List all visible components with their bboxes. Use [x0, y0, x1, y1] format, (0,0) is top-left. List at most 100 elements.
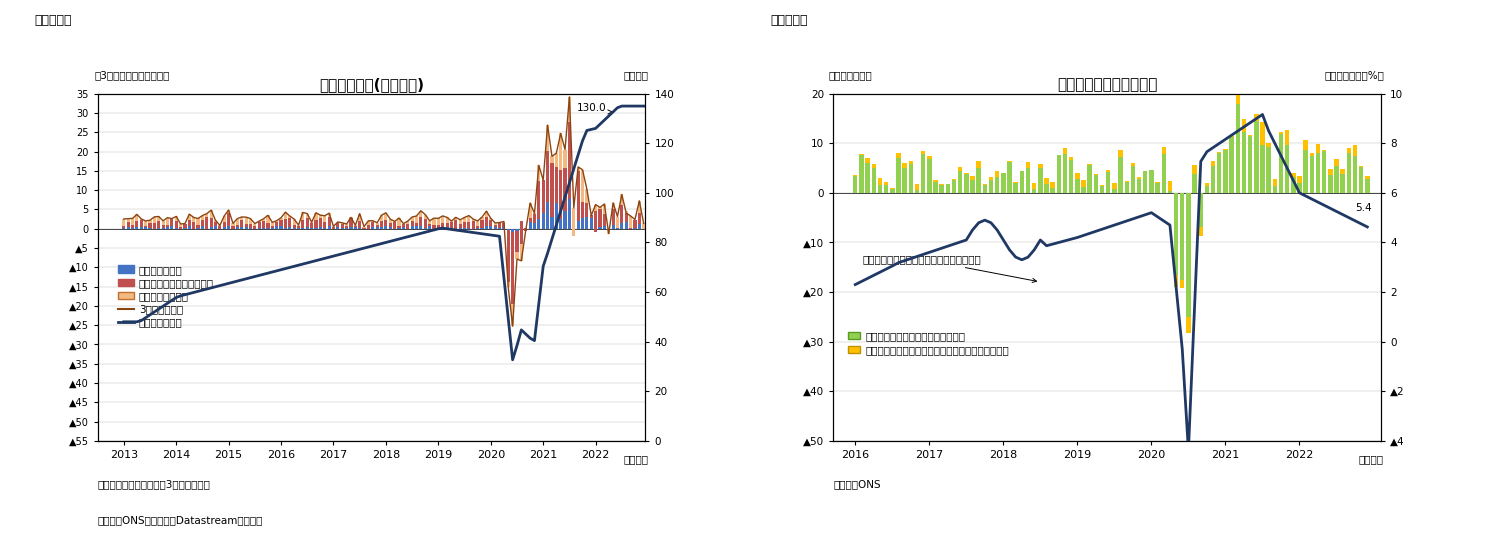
Bar: [279, 220, 282, 226]
Bar: [611, 225, 615, 229]
Bar: [603, 226, 606, 229]
Bar: [126, 227, 129, 229]
Bar: [1118, 150, 1123, 156]
Bar: [345, 224, 348, 225]
Bar: [519, 222, 522, 244]
Bar: [428, 221, 431, 224]
Bar: [188, 214, 191, 220]
Bar: [1162, 147, 1166, 154]
Bar: [170, 219, 174, 226]
Bar: [1174, 193, 1178, 275]
Bar: [149, 220, 152, 223]
Bar: [201, 215, 204, 220]
Bar: [254, 226, 257, 229]
Bar: [1180, 193, 1184, 280]
Bar: [188, 220, 191, 226]
Bar: [153, 223, 156, 229]
Bar: [977, 168, 980, 193]
Bar: [859, 155, 863, 193]
Bar: [480, 220, 483, 228]
Bar: [432, 218, 435, 225]
Bar: [419, 217, 422, 226]
Bar: [503, 222, 506, 223]
Bar: [1247, 137, 1252, 193]
Bar: [462, 218, 467, 222]
Bar: [131, 225, 134, 228]
Bar: [323, 228, 326, 229]
Bar: [144, 228, 147, 229]
Bar: [576, 171, 579, 221]
Bar: [890, 188, 895, 193]
Bar: [866, 163, 869, 193]
Bar: [341, 224, 344, 228]
Bar: [210, 210, 213, 218]
Bar: [884, 185, 889, 193]
Bar: [1253, 121, 1258, 193]
Bar: [336, 223, 339, 226]
Bar: [902, 163, 907, 168]
t: [404, 214, 422, 220]
Bar: [1007, 161, 1012, 162]
Bar: [306, 227, 309, 229]
Bar: [380, 221, 383, 227]
Bar: [419, 211, 422, 217]
Bar: [306, 214, 309, 218]
Bar: [1081, 180, 1085, 187]
Bar: [1106, 172, 1111, 193]
t: [504, 323, 522, 329]
Bar: [1217, 152, 1222, 193]
Bar: [210, 218, 213, 227]
Bar: [258, 222, 261, 228]
Bar: [489, 226, 492, 229]
Bar: [206, 217, 209, 229]
Bar: [249, 224, 252, 228]
Text: （件数、万件）: （件数、万件）: [829, 70, 872, 80]
Bar: [389, 219, 392, 223]
Bar: [934, 182, 938, 193]
Bar: [983, 185, 988, 193]
Bar: [1261, 145, 1265, 193]
Bar: [407, 221, 410, 224]
t: [635, 220, 653, 226]
Bar: [1112, 189, 1117, 193]
Bar: [467, 215, 470, 222]
Bar: [1100, 186, 1105, 193]
Bar: [192, 222, 195, 229]
Bar: [1033, 183, 1036, 188]
Bar: [585, 203, 588, 217]
Bar: [1328, 169, 1333, 175]
Bar: [174, 228, 177, 229]
Bar: [215, 220, 218, 222]
Bar: [510, 229, 515, 233]
Bar: [519, 244, 522, 261]
Bar: [1063, 148, 1067, 154]
Bar: [375, 223, 378, 225]
Bar: [629, 228, 632, 229]
Bar: [414, 216, 419, 223]
Bar: [1322, 150, 1327, 151]
Bar: [158, 221, 161, 229]
Bar: [1025, 169, 1030, 193]
Bar: [581, 219, 584, 229]
Bar: [620, 195, 623, 205]
Bar: [302, 213, 305, 220]
Bar: [197, 225, 200, 228]
Bar: [1136, 176, 1141, 179]
Bar: [462, 222, 467, 228]
Bar: [459, 220, 462, 224]
Bar: [245, 217, 248, 224]
t: [473, 214, 491, 220]
Bar: [964, 173, 968, 174]
Bar: [1229, 136, 1234, 137]
Bar: [366, 221, 371, 225]
Bar: [615, 217, 618, 228]
Bar: [489, 220, 492, 226]
Bar: [528, 222, 531, 229]
Bar: [122, 225, 126, 228]
Bar: [533, 214, 536, 223]
Bar: [485, 226, 488, 229]
Bar: [1253, 114, 1258, 121]
Legend: 給与所得者の前月差（その他産業）, 給与所得者の前月差（居住・飲食・芸術・娯楽業）: 給与所得者の前月差（その他産業）, 給与所得者の前月差（居住・飲食・芸術・娯楽業…: [844, 327, 1013, 359]
Bar: [350, 227, 353, 229]
Bar: [179, 226, 182, 229]
